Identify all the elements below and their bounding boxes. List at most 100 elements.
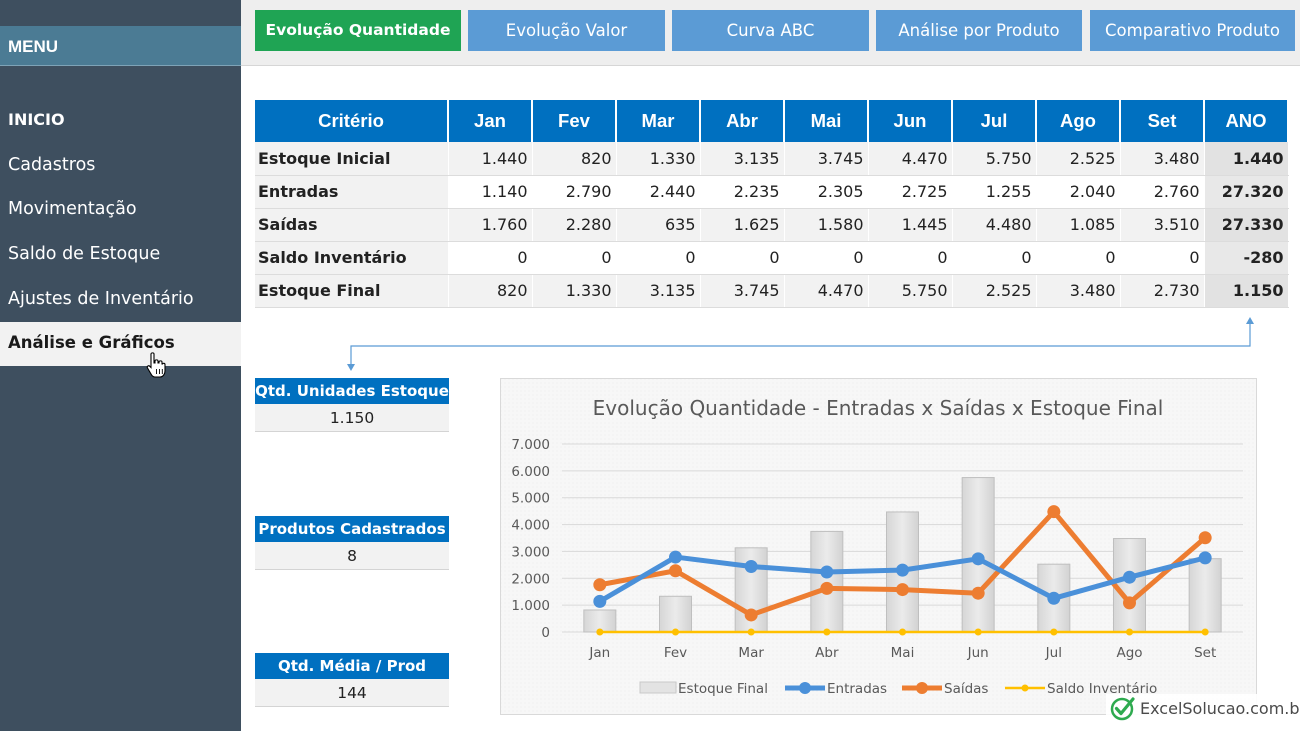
point-saidas xyxy=(820,581,834,595)
kpi-label-media-prod: Qtd. Média / Prod xyxy=(255,653,449,679)
table-cell: 4.470 xyxy=(868,142,953,176)
table-cell: 3.480 xyxy=(1036,274,1121,308)
point-saldo-inventario xyxy=(823,628,831,636)
point-entradas xyxy=(669,550,682,564)
column-header: ANO xyxy=(1204,100,1289,142)
point-saidas xyxy=(744,608,758,622)
kpi-label-unidades-estoque: Qtd. Unidades Estoque xyxy=(255,378,449,404)
x-tick-label: Ago xyxy=(1116,645,1142,661)
point-saldo-inventario xyxy=(596,628,604,636)
point-saidas xyxy=(896,583,909,597)
point-entradas xyxy=(1123,570,1136,584)
kpi-value-unidades-estoque: 1.150 xyxy=(255,404,449,432)
point-saidas xyxy=(1123,596,1136,610)
sidebar-item-inicio[interactable]: INICIO xyxy=(8,110,65,129)
row-label: Entradas xyxy=(255,175,449,209)
sidebar-item-cadastros[interactable]: Cadastros xyxy=(8,155,96,175)
sidebar: MENU INICIO Cadastros Movimentação Saldo… xyxy=(0,0,241,731)
kpi-value-media-prod: 144 xyxy=(255,679,449,707)
x-tick-label: Jul xyxy=(1045,645,1062,661)
table-cell: 1.625 xyxy=(700,208,785,242)
column-header: Ago xyxy=(1036,100,1121,142)
tab-evolucao-quantidade[interactable]: Evolução Quantidade xyxy=(255,10,461,51)
bar-estoque-final xyxy=(1188,558,1222,633)
tab-analise-produto[interactable]: Análise por Produto xyxy=(876,10,1082,51)
bar-estoque-final xyxy=(810,530,844,633)
table-cell-ano: -280 xyxy=(1204,241,1289,275)
hand-pointer-icon xyxy=(146,352,166,378)
table-cell: 4.480 xyxy=(952,208,1037,242)
y-tick-label: 4.000 xyxy=(511,518,550,534)
legend-label: Saídas xyxy=(944,681,988,697)
table-cell: 1.255 xyxy=(952,175,1037,209)
table-cell: 2.730 xyxy=(1120,274,1205,308)
table-cell: 0 xyxy=(1036,241,1121,275)
legend-swatch-marker xyxy=(799,682,811,694)
point-saldo-inventario xyxy=(1201,628,1209,636)
row-label: Saídas xyxy=(255,208,449,242)
kpi-label-produtos-cadastrados: Produtos Cadastrados xyxy=(255,516,449,542)
point-saldo-inventario xyxy=(1050,628,1058,636)
table-cell: 3.135 xyxy=(616,274,701,308)
sidebar-item-analise-graficos[interactable]: Análise e Gráficos xyxy=(0,322,241,366)
kpi-value-produtos-cadastrados: 8 xyxy=(255,542,449,570)
column-header: Jul xyxy=(952,100,1037,142)
point-saldo-inventario xyxy=(747,628,755,636)
tab-evolucao-valor[interactable]: Evolução Valor xyxy=(468,10,665,51)
tab-comparativo-produto[interactable]: Comparativo Produto xyxy=(1090,10,1295,51)
table-cell: 3.510 xyxy=(1120,208,1205,242)
menu-header: MENU xyxy=(0,26,241,66)
table-cell: 2.305 xyxy=(784,175,869,209)
point-saidas xyxy=(593,578,607,592)
table-cell: 0 xyxy=(784,241,869,275)
table-cell: 2.280 xyxy=(532,208,617,242)
point-saldo-inventario xyxy=(974,628,982,636)
table-cell: 1.140 xyxy=(448,175,533,209)
sidebar-item-saldo-estoque[interactable]: Saldo de Estoque xyxy=(8,244,161,264)
table-cell: 1.440 xyxy=(448,142,533,176)
table-row: Saídas 1.760 2.280 635 1.625 1.580 1.445 4.480 1… xyxy=(255,208,1289,242)
table-cell-ano: 1.150 xyxy=(1204,274,1289,308)
point-saidas xyxy=(971,586,985,600)
table-cell: 1.330 xyxy=(616,142,701,176)
table-cell: 5.750 xyxy=(952,142,1037,176)
sidebar-item-ajustes-inventario[interactable]: Ajustes de Inventário xyxy=(8,289,194,309)
table-header-row: Critério Jan Fev Mar Abr Mai Jun Jul Ago… xyxy=(255,100,1289,142)
table-cell: 1.330 xyxy=(532,274,617,308)
point-saldo-inventario xyxy=(899,628,906,636)
point-saldo-inventario xyxy=(1126,628,1133,636)
table-cell: 0 xyxy=(1120,241,1205,275)
point-saidas xyxy=(1198,531,1212,545)
tab-curva-abc[interactable]: Curva ABC xyxy=(672,10,869,51)
y-tick-label: 0 xyxy=(541,625,550,641)
table-cell: 1.760 xyxy=(448,208,533,242)
table-row: Entradas 1.140 2.790 2.440 2.235 2.305 2.725 1.… xyxy=(255,175,1289,209)
legend-label: Entradas xyxy=(827,681,887,697)
y-tick-label: 6.000 xyxy=(511,464,550,480)
point-saidas xyxy=(1047,505,1061,519)
table-cell: 1.445 xyxy=(868,208,953,242)
legend-swatch-marker xyxy=(1021,684,1029,692)
table-row: Estoque Final 820 1.330 3.135 3.745 4.470 5.75… xyxy=(255,274,1289,308)
table-cell: 2.525 xyxy=(1036,142,1121,176)
table-cell: 5.750 xyxy=(868,274,953,308)
sidebar-item-movimentacao[interactable]: Movimentação xyxy=(8,199,137,219)
table-cell: 3.745 xyxy=(700,274,785,308)
table-cell: 3.745 xyxy=(784,142,869,176)
table-row: Saldo Inventário 0 0 0 0 0 0 0 0 0 -280 xyxy=(255,241,1289,275)
table-cell: 0 xyxy=(952,241,1037,275)
column-header: Fev xyxy=(532,100,617,142)
x-tick-label: Jun xyxy=(967,645,989,661)
table-cell: 3.480 xyxy=(1120,142,1205,176)
table-cell: 3.135 xyxy=(700,142,785,176)
table-cell: 2.760 xyxy=(1120,175,1205,209)
table-cell-ano: 1.440 xyxy=(1204,142,1289,176)
column-header: Jun xyxy=(868,100,953,142)
table-cell: 0 xyxy=(868,241,953,275)
point-entradas xyxy=(1198,551,1212,565)
table-cell-ano: 27.320 xyxy=(1204,175,1289,209)
brand-name: ExcelSolucao.com.br xyxy=(1140,698,1300,718)
legend-label: Saldo Inventário xyxy=(1047,681,1157,697)
x-tick-label: Jan xyxy=(588,645,610,661)
y-tick-label: 2.000 xyxy=(511,571,550,587)
